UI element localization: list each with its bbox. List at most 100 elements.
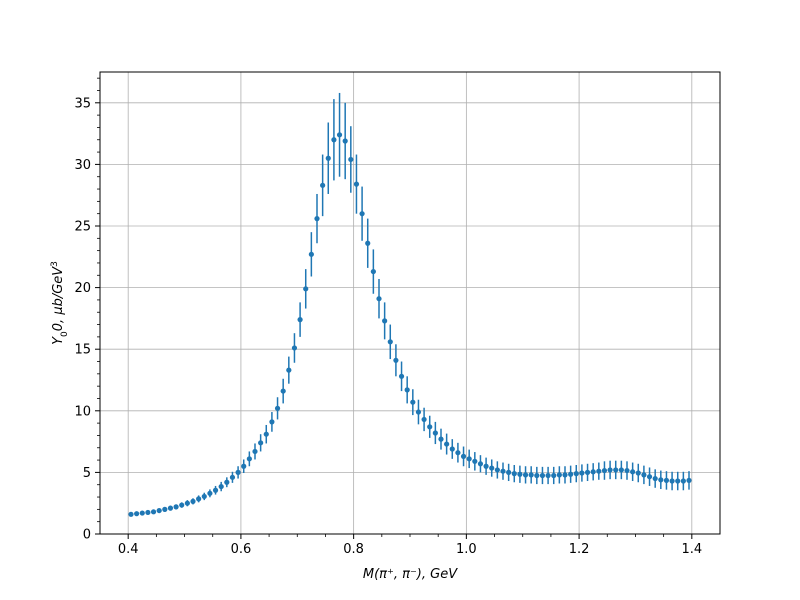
- data-point: [539, 472, 546, 479]
- data-point: [252, 448, 258, 455]
- y-tick-label: 35: [74, 96, 91, 111]
- data-point: [263, 431, 269, 437]
- data-point: [404, 387, 410, 393]
- data-point: [466, 456, 472, 462]
- data-point: [393, 357, 399, 363]
- y-tick-label: 0: [83, 528, 91, 543]
- data-point: [303, 286, 309, 292]
- data-point: [528, 472, 534, 478]
- data-point: [635, 470, 641, 476]
- data-point: [483, 463, 489, 469]
- data-point: [297, 317, 303, 323]
- y-tick-label: 30: [74, 158, 91, 173]
- x-tick-label: 0.8: [343, 542, 364, 557]
- data-point: [342, 138, 348, 144]
- data-point: [365, 240, 371, 246]
- y-tick-label: 10: [74, 404, 91, 419]
- data-point: [460, 453, 467, 459]
- data-point: [224, 479, 230, 485]
- data-point: [438, 436, 444, 442]
- y-axis: 0 5 10 15 20 25 30 35: [74, 77, 100, 543]
- data-point: [353, 181, 360, 187]
- data-point: [511, 471, 517, 477]
- data-point: [241, 463, 247, 469]
- data-point: [545, 472, 551, 479]
- data-point: [455, 450, 461, 456]
- data-point: [472, 458, 478, 464]
- data-point: [201, 493, 207, 500]
- data-point: [145, 509, 151, 516]
- data-point: [427, 424, 433, 430]
- data-point: [630, 469, 636, 475]
- data-point: [376, 296, 382, 302]
- data-point: [314, 216, 320, 222]
- data-point: [370, 268, 376, 275]
- data-point: [128, 511, 134, 517]
- x-tick-label: 1.4: [681, 542, 702, 557]
- data-point: [506, 469, 512, 475]
- y-label-rest: 0, μb/GeV: [51, 266, 66, 332]
- data-point: [573, 471, 579, 477]
- data-point: [601, 467, 608, 474]
- data-point: [500, 468, 506, 474]
- data-point: [258, 440, 264, 446]
- data-point: [522, 472, 529, 478]
- data-point: [274, 405, 281, 411]
- data-point: [562, 472, 568, 478]
- data-point: [286, 367, 292, 373]
- data-point: [229, 474, 236, 480]
- data-point: [235, 469, 241, 475]
- data-points: [128, 132, 692, 517]
- data-point: [432, 430, 438, 436]
- data-point: [325, 155, 331, 161]
- data-point: [618, 467, 624, 473]
- data-point: [336, 132, 343, 138]
- data-point: [269, 419, 275, 425]
- data-point: [489, 465, 495, 471]
- x-tick-label: 0.6: [231, 542, 252, 557]
- data-point: [556, 472, 562, 478]
- y-label-sup: 3: [50, 261, 60, 267]
- y-tick-label: 20: [74, 281, 91, 296]
- data-point: [359, 211, 365, 217]
- y-tick-label: 5: [83, 466, 91, 481]
- data-point: [415, 409, 422, 415]
- data-point: [624, 467, 630, 474]
- data-point: [652, 475, 658, 482]
- data-point: [212, 487, 219, 493]
- y-label-main: Y: [51, 336, 66, 345]
- grid: [100, 72, 720, 535]
- data-point: [387, 339, 393, 345]
- data-point: [449, 446, 455, 452]
- data-point: [398, 373, 405, 379]
- data-point: [320, 182, 326, 188]
- y-tick-label: 25: [74, 220, 91, 235]
- data-point: [477, 461, 484, 467]
- data-point: [658, 477, 664, 483]
- data-point: [291, 345, 298, 351]
- data-point: [584, 469, 591, 475]
- data-point: [139, 510, 145, 516]
- data-point: [686, 477, 692, 484]
- data-point: [551, 472, 557, 479]
- data-point: [517, 471, 523, 477]
- data-point: [173, 504, 179, 510]
- data-point: [494, 467, 500, 473]
- data-point: [150, 509, 157, 515]
- data-point: [184, 500, 190, 506]
- data-point: [613, 467, 619, 473]
- y-tick-label: 15: [74, 343, 91, 358]
- data-point: [162, 506, 168, 512]
- data-point: [382, 318, 388, 324]
- data-point: [348, 156, 354, 163]
- data-point: [410, 399, 416, 405]
- data-point: [680, 478, 686, 484]
- data-point: [308, 251, 314, 257]
- x-tick-label: 1.0: [456, 542, 477, 557]
- data-point: [167, 505, 174, 511]
- data-point: [207, 490, 213, 496]
- data-point: [568, 471, 574, 477]
- data-point: [579, 470, 585, 476]
